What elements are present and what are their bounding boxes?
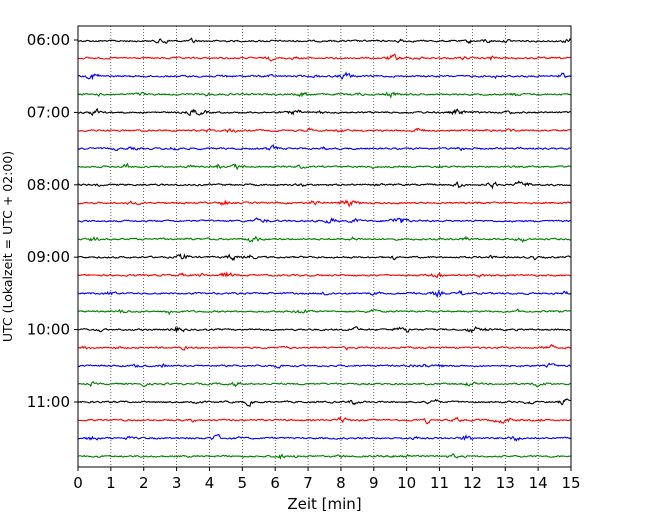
y-axis-label: UTC (Lokalzeit = UTC + 02:00) bbox=[0, 151, 15, 342]
y-tick-label: 09:00 bbox=[27, 248, 70, 266]
trace-0830 bbox=[77, 217, 571, 224]
x-axis: 0 1 2 3 4 5 6 7 8 9 10 11 12 13 14 15 bbox=[73, 467, 581, 492]
plot-frame bbox=[77, 25, 572, 468]
trace-1000 bbox=[77, 326, 571, 334]
trace-0900 bbox=[77, 253, 571, 262]
x-tick-label: 9 bbox=[369, 474, 379, 492]
trace-1045 bbox=[77, 381, 572, 388]
trace-0815 bbox=[77, 199, 572, 208]
x-tick-label: 11 bbox=[430, 474, 449, 492]
y-tick-label: 07:00 bbox=[27, 103, 70, 121]
trace-0630 bbox=[77, 71, 572, 81]
x-tick-label: 3 bbox=[172, 474, 182, 492]
y-tick-label: 10:00 bbox=[27, 321, 70, 339]
trace-1115 bbox=[77, 415, 572, 425]
trace-0930 bbox=[77, 289, 572, 298]
x-tick-label: 14 bbox=[529, 474, 548, 492]
trace-0945 bbox=[77, 308, 571, 316]
trace-0700 bbox=[77, 107, 571, 117]
y-tick-label: 06:00 bbox=[27, 31, 70, 49]
y-axis: 06:00 07:00 08:00 09:00 10:00 11:00 bbox=[27, 31, 78, 411]
trace-series bbox=[77, 37, 572, 460]
x-tick-label: 1 bbox=[106, 474, 116, 492]
x-tick-label: 10 bbox=[397, 474, 416, 492]
x-axis-label: Zeit [min] bbox=[287, 495, 361, 513]
x-tick-label: 15 bbox=[561, 474, 580, 492]
x-tick-label: 6 bbox=[270, 474, 280, 492]
x-tick-label: 5 bbox=[238, 474, 248, 492]
x-tick-label: 4 bbox=[205, 474, 215, 492]
trace-1015 bbox=[77, 344, 572, 351]
x-tick-label: 2 bbox=[139, 474, 149, 492]
x-tick-label: 0 bbox=[73, 474, 83, 492]
x-tick-label: 8 bbox=[336, 474, 346, 492]
trace-0615 bbox=[77, 53, 571, 62]
x-tick-label: 12 bbox=[463, 474, 482, 492]
trace-1100 bbox=[77, 398, 571, 407]
x-tick-label: 13 bbox=[496, 474, 515, 492]
x-tick-label: 7 bbox=[303, 474, 313, 492]
trace-0745 bbox=[77, 162, 571, 171]
trace-0800 bbox=[77, 180, 571, 190]
trace-0715 bbox=[77, 127, 571, 134]
y-tick-label: 11:00 bbox=[27, 393, 70, 411]
y-tick-label: 08:00 bbox=[27, 176, 70, 194]
trace-0730 bbox=[77, 144, 571, 152]
trace-1030 bbox=[77, 362, 572, 369]
trace-0845 bbox=[77, 235, 571, 243]
trace-0915 bbox=[77, 271, 571, 279]
trace-0600 bbox=[77, 37, 572, 45]
trace-1145 bbox=[77, 453, 571, 460]
trace-1130 bbox=[77, 433, 572, 442]
trace-0645 bbox=[77, 91, 572, 99]
